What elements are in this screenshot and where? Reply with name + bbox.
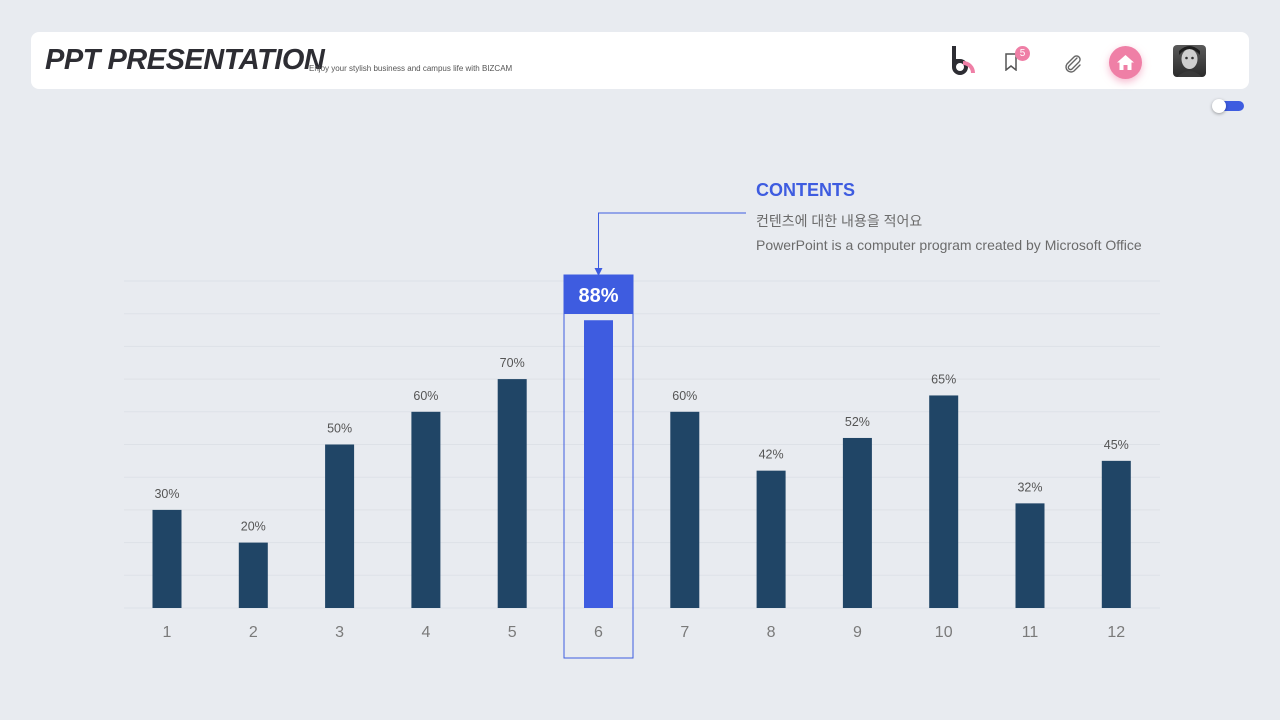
- callout-title: CONTENTS: [756, 180, 855, 200]
- x-tick-label: 5: [508, 624, 517, 641]
- bar-4: [411, 411, 441, 608]
- x-tick-label: 7: [680, 624, 689, 641]
- bar-2: [238, 542, 268, 608]
- bar-12: [1101, 460, 1131, 608]
- header-bar: PPT PRESENTATION Enjoy your stylish busi…: [31, 32, 1249, 89]
- bar-5: [497, 379, 527, 608]
- x-tick-label: 11: [1022, 624, 1039, 641]
- bar-8: [756, 470, 786, 608]
- data-label: 70%: [500, 356, 525, 370]
- bar-7: [670, 411, 700, 608]
- x-tick-label: 2: [249, 624, 258, 641]
- data-label: 42%: [759, 448, 784, 462]
- toggle-track: [1218, 101, 1244, 111]
- callout-text-korean: 컨텐츠에 대한 내용을 적어요: [756, 213, 923, 229]
- bar-1: [152, 509, 182, 608]
- home-icon: [1117, 55, 1134, 70]
- paperclip-icon[interactable]: [1063, 53, 1083, 73]
- x-tick-label: 6: [594, 624, 603, 641]
- x-tick-label: 1: [163, 624, 172, 641]
- callout-connector: [598, 212, 746, 270]
- bar-6: [584, 320, 613, 608]
- bookmark-count-badge: 5: [1015, 46, 1030, 61]
- data-label: 50%: [327, 422, 352, 436]
- highlight-value-tag: [564, 275, 633, 314]
- x-tick-label: 8: [767, 624, 776, 641]
- page-subtitle: Enjoy your stylish business and campus l…: [309, 64, 513, 73]
- bar-3: [325, 444, 355, 608]
- callout-text-english: PowerPoint is a computer program created…: [756, 237, 1142, 253]
- home-button[interactable]: [1109, 46, 1142, 79]
- x-tick-label: 3: [335, 624, 344, 641]
- bookmark-icon[interactable]: [1004, 53, 1018, 71]
- data-label: 32%: [1017, 480, 1042, 494]
- x-tick-label: 4: [421, 624, 430, 641]
- data-label: 45%: [1104, 438, 1129, 452]
- data-label: 65%: [931, 372, 956, 386]
- data-label: 60%: [672, 389, 697, 403]
- x-tick-label: 10: [935, 624, 953, 641]
- data-label: 52%: [845, 415, 870, 429]
- theme-toggle[interactable]: [1212, 99, 1244, 113]
- callout-arrowhead: [594, 268, 603, 276]
- data-label: 30%: [154, 487, 179, 501]
- bar-11: [1015, 503, 1045, 608]
- x-tick-label: 9: [853, 624, 862, 641]
- data-label: 60%: [413, 389, 438, 403]
- page-title: PPT PRESENTATION: [45, 44, 325, 76]
- bar-10: [929, 395, 959, 608]
- x-tick-label: 12: [1107, 624, 1125, 641]
- data-label: 20%: [241, 520, 266, 534]
- highlight-value-label: 88%: [578, 285, 618, 307]
- toggle-knob: [1212, 99, 1226, 113]
- avatar[interactable]: [1173, 45, 1206, 77]
- logo-icon[interactable]: [949, 45, 975, 75]
- bar-9: [842, 437, 872, 608]
